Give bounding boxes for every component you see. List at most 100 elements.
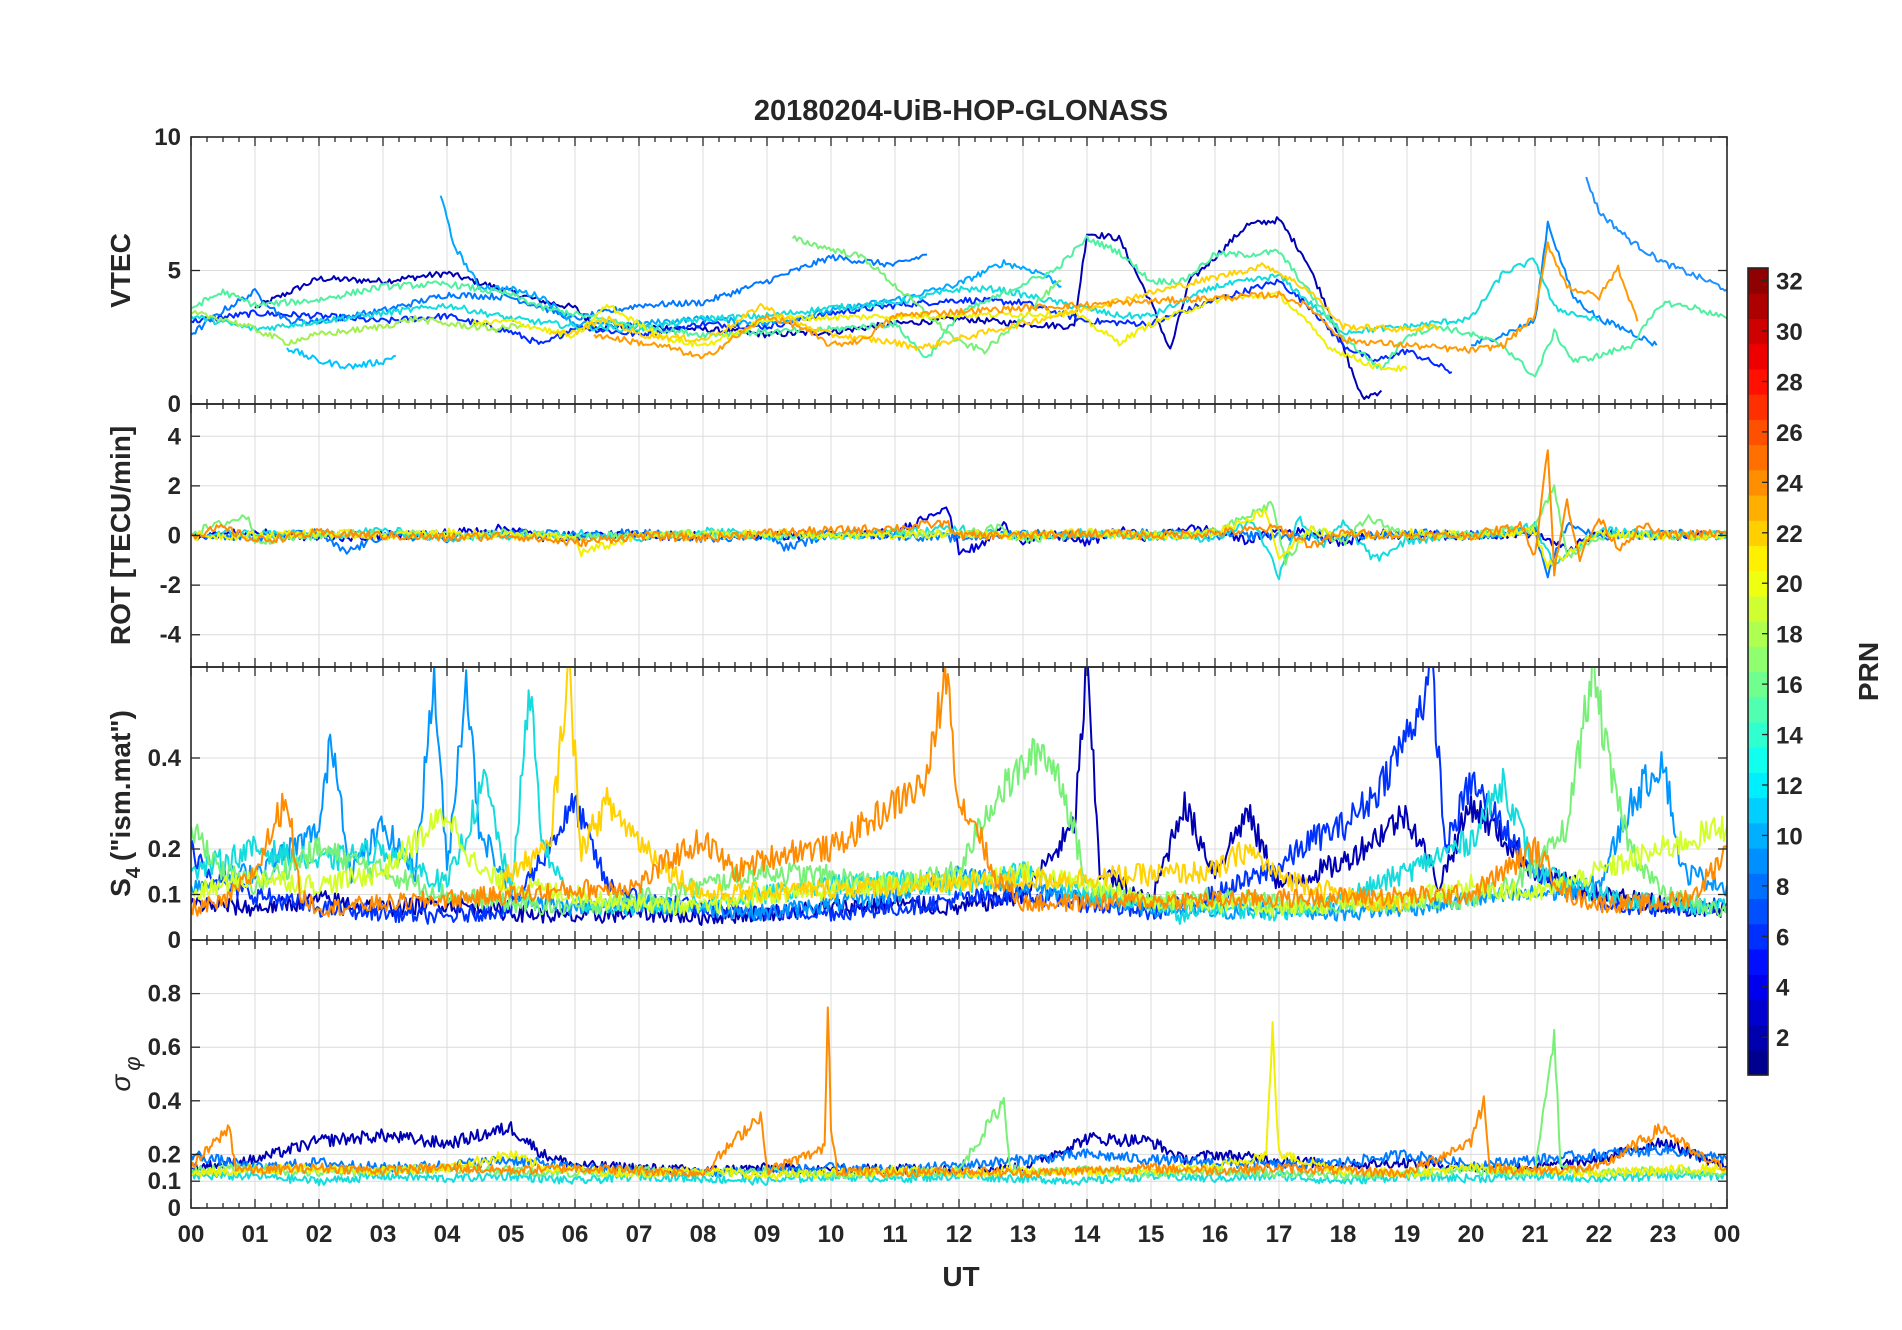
y-tick-label: 0.2 <box>148 1141 181 1168</box>
colorbar-bin <box>1748 898 1768 925</box>
colorbar-bin <box>1748 520 1768 547</box>
x-tick-label: 23 <box>1650 1221 1677 1248</box>
series-prn-8 <box>191 253 928 336</box>
x-axis-label: UT <box>942 1261 979 1292</box>
series-prn-16 <box>191 667 1727 917</box>
colorbar-tick-label: 18 <box>1776 622 1803 649</box>
x-tick-label: 13 <box>1010 1221 1037 1248</box>
x-ticks <box>190 940 1728 1208</box>
colorbar-tick-label: 24 <box>1776 470 1803 497</box>
colorbar-bin <box>1748 646 1768 673</box>
colorbar-bin <box>1748 318 1768 345</box>
y-tick-label: 0 <box>168 1195 181 1222</box>
colorbar-tick-label: 32 <box>1776 269 1803 296</box>
series-prn-23 <box>593 241 1639 360</box>
x-tick-label: 22 <box>1586 1221 1613 1248</box>
colorbar-tick-label: 22 <box>1776 521 1803 548</box>
series-group-sigma_phi <box>191 1006 1727 1187</box>
series-prn-11 <box>439 195 1062 328</box>
y-axis-label-vtec: VTEC <box>105 233 136 308</box>
panel-sigma_phi: 00.10.2 0.4 0.6 0.8 σφ <box>105 939 1728 1222</box>
series-prn-13 <box>191 1170 1727 1187</box>
x-tick-label: 00 <box>1714 1221 1741 1248</box>
series-prn-21 <box>548 262 1440 352</box>
colorbar-bin <box>1748 419 1768 446</box>
colorbar-bin <box>1748 948 1768 975</box>
x-tick-label: 08 <box>690 1221 717 1248</box>
x-tick-label: 06 <box>562 1221 589 1248</box>
series-prn-18 <box>191 309 525 346</box>
colorbar-bin <box>1748 545 1768 572</box>
colorbar-bin <box>1748 747 1768 773</box>
series-prn-9 <box>1470 220 1658 347</box>
colorbar-bin <box>1748 848 1768 874</box>
y-tick-label: 0 <box>168 927 181 954</box>
colorbar-bin <box>1748 974 1768 1000</box>
y-tick-label: 10 <box>154 124 181 151</box>
grid-vtec <box>191 136 1727 405</box>
colorbar-tick-label: 26 <box>1776 420 1803 447</box>
x-tick-label: 01 <box>242 1221 269 1248</box>
panel-vtec: 0 5 10 VTEC <box>105 124 1728 418</box>
colorbar-frame <box>1747 267 1769 1076</box>
y-tick-label: 0.8 <box>148 981 181 1008</box>
y-tick-label: 5 <box>168 258 181 285</box>
series-prn-23 <box>191 449 1727 577</box>
series-group-s4 <box>191 667 1727 926</box>
x-tick-label: 16 <box>1202 1221 1229 1248</box>
y-tick-label: 0 <box>168 523 181 550</box>
x-tick-label: 11 <box>882 1221 907 1248</box>
x-tick-label: 14 <box>1074 1221 1101 1248</box>
colorbar-bin <box>1748 1049 1768 1076</box>
colorbar-bin <box>1748 1024 1768 1051</box>
colorbar-bin <box>1748 494 1768 521</box>
colorbar-tick-label: 8 <box>1776 874 1789 901</box>
y-tick-label: -4 <box>160 622 182 649</box>
y-tick-label: 0.4 <box>148 1088 182 1115</box>
colorbar-bin <box>1748 772 1768 799</box>
series-prn-23 <box>191 667 1727 918</box>
y-axis-label-s4: S4("ism.mat") <box>105 710 145 897</box>
y-axis-label-sigma_phi: σφ <box>105 1056 145 1091</box>
colorbar-bin <box>1748 621 1768 647</box>
colorbar-bin <box>1748 696 1768 723</box>
x-tick-label: 19 <box>1394 1221 1421 1248</box>
colorbar-tick-label: 16 <box>1776 672 1803 699</box>
colorbar-tick-label: 6 <box>1776 924 1789 951</box>
colorbar-bin <box>1748 999 1768 1026</box>
colorbar-tick-label: 28 <box>1776 369 1803 396</box>
colorbar-bin <box>1748 923 1768 950</box>
y-tick-label: 0.2 <box>148 836 181 863</box>
colorbar-bin <box>1748 570 1768 597</box>
y-tick-label: 0.1 <box>148 882 181 909</box>
y-tick-label: -2 <box>160 572 181 599</box>
panel-rot: -4 -2 0 2 4 ROT [TECU/min] <box>105 403 1728 668</box>
x-tick-label: 18 <box>1330 1221 1357 1248</box>
colorbar-bin <box>1748 797 1768 824</box>
colorbar-tick-label: 4 <box>1776 975 1790 1002</box>
colorbar-tick-label: 20 <box>1776 571 1803 598</box>
series-group-vtec <box>191 176 1727 400</box>
y-axis-label-rot: ROT [TECU/min] <box>105 426 136 645</box>
y-tick-label: 0.4 <box>148 745 182 772</box>
x-ticks <box>190 667 1728 940</box>
x-tick-label: 02 <box>306 1221 333 1248</box>
colorbar-bin <box>1748 873 1768 900</box>
x-ticks <box>190 404 1728 667</box>
y-tick-label: 0.6 <box>148 1034 181 1061</box>
colorbar-bin <box>1748 469 1768 496</box>
colorbar-bin <box>1748 595 1768 622</box>
series-prn-19 <box>191 808 1727 917</box>
y-tick-label: 2 <box>168 473 181 500</box>
colorbar-label: PRN <box>1853 642 1884 701</box>
x-tick-label: 15 <box>1138 1221 1165 1248</box>
y-tick-label: 0.1 <box>148 1168 181 1195</box>
series-prn-21 <box>497 667 1408 913</box>
x-tick-label: 12 <box>946 1221 973 1248</box>
colorbar-tick-label: 30 <box>1776 319 1803 346</box>
colorbar-bin <box>1748 293 1768 320</box>
colorbar-tick-label: 10 <box>1776 823 1803 850</box>
